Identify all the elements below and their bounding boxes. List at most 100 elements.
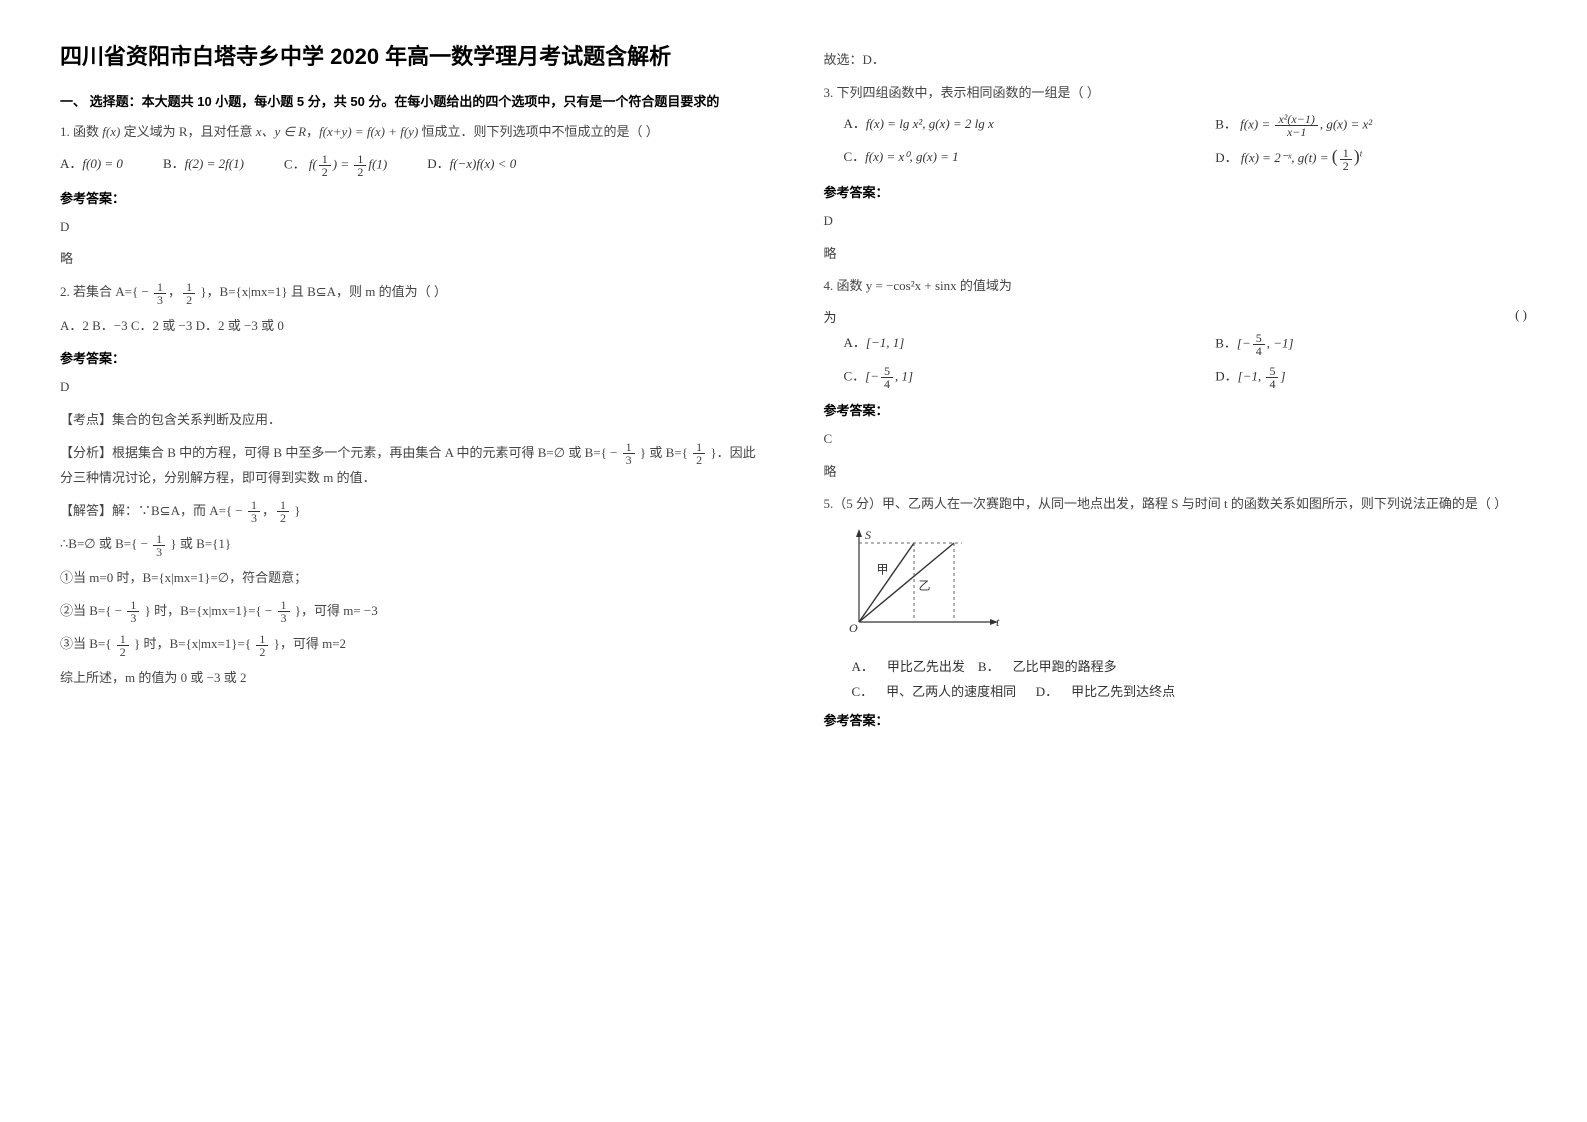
- q2-c2-f2: 13: [278, 599, 290, 624]
- q1-ans-note: 略: [60, 247, 764, 272]
- q4-stem-text: 4. 函数 y = −cos²x + sinx 的值域为: [824, 278, 1012, 293]
- q2c3f1d: 2: [117, 646, 129, 658]
- q4cfn: 5: [881, 365, 893, 378]
- q2l2fd: 3: [153, 546, 165, 558]
- q1-stem: 1. 函数 f(x) 定义域为 R，且对任意 x、y ∈ R，f(x+y) = …: [60, 120, 764, 145]
- q2-c2-post: }，可得 m= −3: [292, 603, 378, 618]
- q2sf2d: 2: [277, 512, 289, 524]
- svg-text:乙: 乙: [918, 579, 930, 593]
- q1-c-f2d: 2: [354, 166, 366, 178]
- q2-conclusion: 综上所述，m 的值为 0 或 −3 或 2: [60, 666, 764, 691]
- q2sf1d: 3: [248, 512, 260, 524]
- q2-l2-f: 13: [153, 533, 165, 558]
- q3-A-label: A．: [844, 116, 866, 131]
- q4-D-pre: [−1,: [1238, 368, 1265, 383]
- q1-ans: D: [60, 215, 764, 240]
- q5-B-label: B．: [978, 659, 1000, 674]
- q4-options: A．[−1, 1] B．[−54, −1] C．[−54, 1] D．[−1, …: [844, 332, 1528, 390]
- q3dfn: 1: [1340, 147, 1352, 160]
- q4-C-pre: [−: [865, 368, 879, 383]
- q1-C-mid: ) =: [333, 156, 353, 171]
- q1-C-pre: f(: [309, 156, 317, 171]
- q2-case1: ①当 m=0 时，B={x|mx=1}=∅，符合题意；: [60, 566, 764, 591]
- q5-graph: OSt甲乙: [844, 527, 1528, 646]
- svg-text:O: O: [849, 621, 858, 635]
- q3-D-exp: t: [1360, 149, 1363, 159]
- q4cfd: 4: [881, 378, 893, 390]
- q3-D-frac: 12: [1340, 147, 1352, 172]
- q4-ans-label: 参考答案：: [824, 400, 1528, 419]
- section-1-head: 一、 选择题：本大题共 10 小题，每小题 5 分，共 50 分。在每小题给出的…: [60, 91, 764, 110]
- q1-eq: f(x+y) = f(x) + f(y): [319, 124, 418, 139]
- q1-B-label: B．: [163, 156, 185, 171]
- q4bfd: 4: [1253, 345, 1265, 357]
- q2-stem: 2. 若集合 A={ − 13，12 }，B={x|mx=1} 且 B⊆A，则 …: [60, 280, 764, 306]
- q4-paren: ( ): [1515, 307, 1527, 326]
- q2-f2: 12: [183, 281, 195, 306]
- q4-A: [−1, 1]: [866, 335, 904, 350]
- doc-title: 四川省资阳市白塔寺乡中学 2020 年高一数学理月考试题含解析: [60, 40, 764, 73]
- q2-f1: 13: [154, 281, 166, 306]
- q5-opts-row2: C． 甲、乙两人的速度相同 D． 甲比乙先到达终点: [852, 681, 1528, 700]
- q2-mid: ，: [168, 284, 181, 299]
- q2-post: }，B={x|mx=1} 且 B⊆A，则 m 的值为（ ）: [197, 284, 447, 299]
- q3-B-frac: x²(x−1)x−1: [1275, 113, 1317, 138]
- q2-case3: ③当 B={ 12 } 时，B={x|mx=1}={ 12 }，可得 m=2: [60, 632, 764, 658]
- svg-text:t: t: [996, 615, 1000, 629]
- q2-sol-line1: 【解答】解：∵B⊆A，而 A={ − 13，12 }: [60, 499, 764, 525]
- q1-D: f(−x)f(x) < 0: [450, 156, 517, 171]
- q1-fx: f(x): [102, 124, 120, 139]
- q1-C-frac1: 12: [319, 153, 331, 178]
- q1-C-post: f(1): [368, 156, 387, 171]
- q5-C: 甲、乙两人的速度相同: [886, 684, 1016, 699]
- q4-B-label: B．: [1215, 335, 1237, 350]
- q2c3f2d: 2: [256, 646, 268, 658]
- q5-D-label: D．: [1036, 684, 1058, 699]
- q2-l2-pre: ∴B=∅ 或 B={ −: [60, 536, 151, 551]
- q4-stem: 4. 函数 y = −cos²x + sinx 的值域为: [824, 274, 1528, 299]
- q4-C-post: , 1]: [895, 368, 913, 383]
- q2-f2d: 2: [183, 294, 195, 306]
- q5-B: 乙比甲跑的路程多: [1013, 659, 1117, 674]
- q3-A: f(x) = lg x², g(x) = 2 lg x: [866, 116, 994, 131]
- q2-sol-mid: ，: [262, 503, 275, 518]
- q2-ana-f1: 13: [623, 441, 635, 466]
- q2-ana-f2: 12: [693, 441, 705, 466]
- q2af1d: 3: [623, 454, 635, 466]
- q1-c-f2n: 1: [354, 153, 366, 166]
- q2-ana-pre: 【分析】根据集合 B 中的方程，可得 B 中至多一个元素，再由集合 A 中的元素…: [60, 445, 621, 460]
- q3-ans-label: 参考答案：: [824, 182, 1528, 201]
- q1-B: f(2) = 2f(1): [185, 156, 244, 171]
- q1-options: A．f(0) = 0 B．f(2) = 2f(1) C． f(12) = 12f…: [60, 153, 764, 178]
- q4dfn: 5: [1266, 365, 1278, 378]
- q4-D-post: ]: [1280, 368, 1285, 383]
- q1-c-f1n: 1: [319, 153, 331, 166]
- q2-f2n: 1: [183, 281, 195, 294]
- q4-C-frac: 54: [881, 365, 893, 390]
- q1-pre: 1. 函数: [60, 124, 102, 139]
- q1-mid: 定义域为 R，且对任意: [120, 124, 255, 139]
- q2-sol-f2: 12: [277, 499, 289, 524]
- q3-D-label: D．: [1215, 150, 1237, 165]
- q3-stem: 3. 下列四组函数中，表示相同函数的一组是（ ）: [824, 81, 1528, 106]
- q4-note: 略: [824, 460, 1528, 485]
- svg-text:甲: 甲: [876, 563, 888, 577]
- q2-pick: 故选：D．: [824, 48, 1528, 73]
- q4-D-label: D．: [1215, 368, 1237, 383]
- q3-B-label: B．: [1215, 117, 1237, 132]
- q3-options-row1: A．f(x) = lg x², g(x) = 2 lg x B． f(x) = …: [844, 113, 1528, 172]
- q2-l2-post: } 或 B={1}: [167, 536, 231, 551]
- q1-xy: x、y ∈ R: [256, 124, 306, 139]
- q2-f1d: 3: [154, 294, 166, 306]
- q2c3f1n: 1: [117, 633, 129, 646]
- q4-B-frac: 54: [1253, 332, 1265, 357]
- q4-for: 为: [824, 307, 837, 326]
- q2-f1n: 1: [154, 281, 166, 294]
- q1-C-label: C．: [284, 156, 306, 171]
- q2-c2-pre: ②当 B={ −: [60, 603, 125, 618]
- q3dfd: 2: [1340, 160, 1352, 172]
- q5-stem: 5.（5 分）甲、乙两人在一次赛跑中，从同一地点出发，路程 S 与时间 t 的函…: [824, 492, 1528, 517]
- q4-B-pre: [−: [1237, 335, 1251, 350]
- q3-C: f(x) = x⁰, g(x) = 1: [865, 149, 959, 164]
- q5-A-label: A．: [852, 659, 874, 674]
